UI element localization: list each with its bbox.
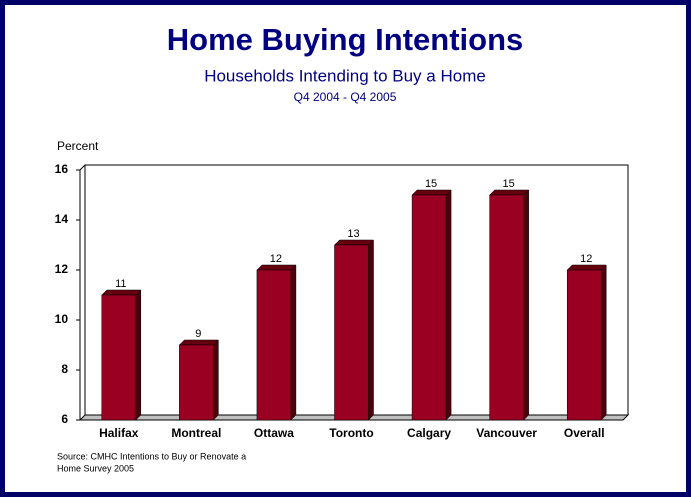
chart-title: Home Buying Intentions — [167, 22, 524, 57]
bar-side — [290, 264, 297, 421]
value-label: 12 — [580, 253, 592, 265]
x-tick-label: Vancouver — [476, 426, 537, 440]
bar-top — [411, 189, 452, 196]
source-note: Home Survey 2005 — [57, 463, 134, 473]
bar — [179, 344, 214, 421]
bar-top — [256, 264, 297, 271]
axis-edge — [79, 164, 86, 171]
y-tick-label: 10 — [55, 312, 69, 326]
y-tick-label: 8 — [61, 362, 68, 376]
value-label: 15 — [503, 178, 515, 190]
bar — [411, 194, 447, 421]
bar — [101, 294, 137, 421]
y-tick-label: 16 — [55, 162, 69, 176]
bar-top — [101, 289, 142, 296]
y-tick-label: 6 — [61, 412, 68, 426]
bar-top — [489, 189, 530, 196]
y-tick-label: 14 — [55, 212, 69, 226]
value-label: 13 — [347, 228, 359, 240]
y-tick-label: 12 — [55, 262, 69, 276]
x-tick-label: Toronto — [329, 426, 373, 440]
bar-top — [566, 264, 607, 271]
chart-subtitle: Households Intending to Buy a Home — [204, 66, 486, 85]
bar-side — [135, 289, 142, 421]
x-tick-label: Montreal — [171, 426, 221, 440]
source-note: Source: CMHC Intentions to Buy or Renova… — [57, 451, 246, 461]
bar-side — [368, 239, 374, 421]
bar — [489, 194, 524, 421]
bar — [256, 269, 292, 421]
x-tick-label: Halifax — [99, 426, 139, 440]
back-wall — [84, 164, 629, 415]
bar-side — [213, 339, 219, 421]
bar-side — [600, 264, 607, 421]
x-tick-label: Overall — [564, 426, 605, 440]
bar-top — [333, 239, 375, 246]
value-label: 15 — [425, 178, 437, 190]
bar — [334, 244, 369, 421]
chart-period: Q4 2004 - Q4 2005 — [294, 90, 397, 104]
value-label: 11 — [115, 278, 126, 290]
bar-top — [178, 339, 219, 346]
value-label: 9 — [195, 328, 201, 340]
bar — [566, 269, 602, 421]
x-tick-label: Ottawa — [254, 426, 294, 440]
bar-side — [523, 189, 529, 421]
y-axis-label: Percent — [57, 139, 99, 153]
bar-side — [445, 189, 452, 421]
x-tick-label: Calgary — [407, 426, 451, 440]
value-label: 12 — [270, 253, 282, 265]
